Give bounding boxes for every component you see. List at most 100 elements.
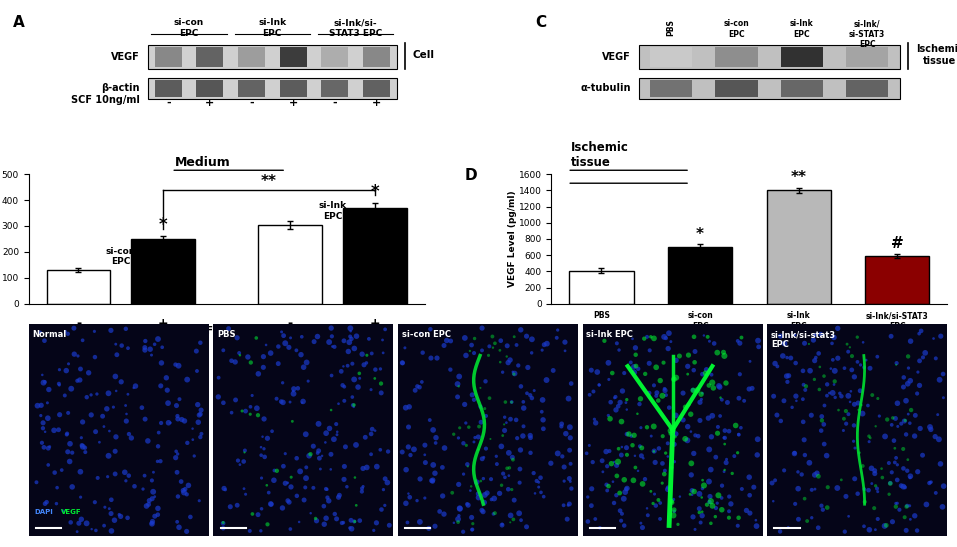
Point: [74, 515, 89, 523]
Point: [344, 516, 359, 525]
Point: [320, 493, 335, 502]
Point: [492, 489, 507, 498]
Point: [703, 497, 719, 505]
Point: [319, 514, 334, 522]
Point: [266, 476, 281, 485]
Point: [643, 333, 658, 341]
Point: [101, 504, 117, 513]
Point: [464, 391, 479, 399]
Point: [625, 441, 640, 450]
Point: [851, 399, 866, 408]
Point: [299, 430, 314, 439]
Point: [64, 449, 79, 457]
Point: [284, 417, 300, 426]
Point: [788, 330, 803, 339]
Point: [486, 494, 501, 503]
Point: [336, 362, 351, 371]
Point: [888, 453, 903, 462]
Point: [339, 482, 354, 491]
Point: [313, 464, 328, 473]
Point: [323, 465, 339, 474]
Point: [711, 491, 726, 500]
Point: [412, 383, 427, 392]
Point: [118, 401, 133, 410]
Point: [874, 464, 889, 473]
Point: [75, 443, 90, 451]
Point: [367, 426, 383, 435]
Point: [667, 457, 682, 466]
Point: [601, 482, 616, 491]
Point: [432, 507, 447, 516]
Point: [256, 363, 271, 372]
Bar: [238, 80, 265, 97]
Point: [653, 499, 668, 508]
Point: [742, 491, 757, 499]
Point: [343, 324, 358, 333]
Point: [579, 449, 594, 458]
Point: [412, 517, 428, 526]
Point: [694, 390, 709, 399]
Point: [317, 520, 332, 528]
Point: [902, 376, 918, 385]
Point: [861, 437, 877, 446]
Point: [894, 420, 909, 428]
Point: [160, 386, 175, 394]
Point: [676, 416, 691, 424]
Point: [479, 488, 495, 497]
Point: [776, 397, 791, 405]
Point: [890, 461, 905, 469]
Point: [652, 444, 667, 453]
Point: [936, 393, 951, 402]
Point: [35, 418, 51, 427]
Text: *: *: [696, 227, 704, 242]
Point: [189, 347, 204, 356]
Point: [417, 494, 433, 503]
Point: [495, 520, 510, 528]
Point: [73, 365, 88, 374]
Point: [549, 334, 565, 342]
Point: [901, 364, 916, 373]
Point: [100, 404, 115, 413]
Text: VEGF: VEGF: [111, 52, 140, 62]
Point: [50, 483, 65, 492]
Point: [151, 428, 167, 437]
Point: [507, 369, 523, 378]
Point: [81, 369, 97, 377]
Point: [251, 510, 266, 519]
Point: [487, 339, 502, 348]
Point: [700, 501, 715, 509]
Point: [901, 455, 916, 464]
Point: [168, 453, 184, 462]
Point: [746, 483, 762, 492]
Point: [861, 526, 877, 534]
Point: [910, 467, 925, 476]
Bar: [767, 190, 831, 304]
Point: [584, 366, 599, 375]
Point: [471, 445, 486, 454]
Point: [613, 417, 629, 426]
Point: [70, 376, 85, 385]
Point: [482, 434, 498, 443]
Point: [377, 325, 392, 334]
Point: [697, 331, 712, 340]
Point: [898, 416, 913, 425]
Point: [720, 398, 735, 407]
Point: [617, 488, 633, 497]
Point: [611, 457, 626, 466]
Point: [254, 451, 269, 459]
Point: [337, 462, 352, 471]
Point: [34, 438, 50, 447]
Point: [512, 478, 527, 487]
Point: [614, 443, 630, 451]
Text: β-actin: β-actin: [101, 83, 140, 93]
Point: [816, 372, 832, 381]
Point: [373, 388, 389, 397]
Point: [635, 454, 651, 463]
Point: [52, 410, 67, 419]
Point: [913, 424, 928, 433]
Point: [672, 352, 687, 360]
Point: [97, 422, 112, 431]
Point: [616, 494, 632, 503]
Point: [820, 483, 835, 492]
Point: [850, 358, 865, 366]
